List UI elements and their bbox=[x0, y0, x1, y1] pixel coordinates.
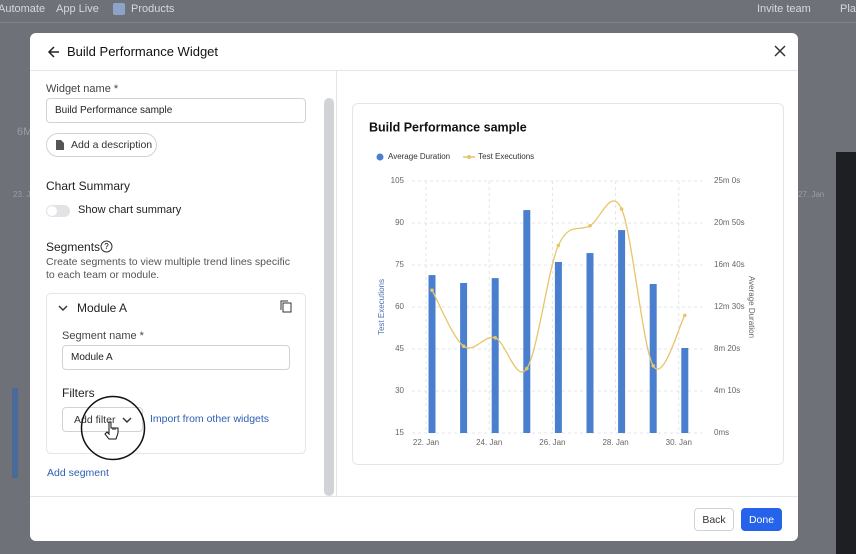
y2-tick-label: 16m 40s bbox=[714, 260, 745, 269]
back-arrow[interactable] bbox=[47, 45, 61, 59]
legend-swatch bbox=[376, 153, 384, 161]
dropdown-chevron bbox=[122, 417, 132, 423]
y-tick-label: 45 bbox=[395, 344, 404, 353]
y2-tick-label: 20m 50s bbox=[714, 218, 745, 227]
widget-name-input[interactable]: Build Performance sample bbox=[46, 98, 306, 123]
y2-tick-label: 12m 30s bbox=[714, 302, 745, 311]
doc-icon bbox=[56, 140, 64, 150]
nav-item[interactable]: App Live bbox=[56, 3, 99, 15]
done-button[interactable]: Done bbox=[741, 508, 782, 531]
y2-tick-label: 25m 0s bbox=[714, 176, 740, 185]
line-point bbox=[430, 288, 434, 292]
bar bbox=[523, 210, 531, 433]
y-tick-label: 15 bbox=[395, 428, 404, 437]
add-description-button[interactable]: Add a description bbox=[46, 133, 157, 157]
bar bbox=[618, 230, 626, 433]
line-point bbox=[588, 224, 592, 228]
add-segment-link[interactable]: Add segment bbox=[47, 467, 109, 479]
back-button[interactable]: Back bbox=[694, 508, 734, 531]
y2-tick-label: 8m 20s bbox=[714, 344, 740, 353]
divider bbox=[336, 71, 337, 497]
help-icon[interactable]: ? bbox=[100, 240, 113, 253]
y2-tick-label: 0ms bbox=[714, 428, 729, 437]
y-tick-label: 90 bbox=[395, 218, 404, 227]
bar bbox=[491, 278, 499, 433]
import-link[interactable]: Import from other widgets bbox=[150, 413, 270, 425]
nav-item[interactable]: Products bbox=[131, 3, 175, 15]
svg-text:?: ? bbox=[104, 242, 109, 251]
y2-axis-title: Average Duration bbox=[747, 276, 756, 338]
x-tick-label: 30. Jan bbox=[666, 438, 692, 447]
line-point bbox=[461, 344, 466, 348]
bg-range: 6M bbox=[17, 126, 33, 138]
section-heading: Filters bbox=[62, 386, 95, 400]
cursor-highlight bbox=[80, 395, 146, 461]
scrollbar[interactable] bbox=[324, 98, 334, 496]
bar bbox=[554, 261, 562, 433]
bg-date: 27. Jan bbox=[798, 190, 825, 199]
bg-date: 23. Jan bbox=[13, 190, 40, 199]
y-tick-label: 75 bbox=[395, 260, 404, 269]
legend-label: Test Executions bbox=[478, 152, 534, 161]
line-point bbox=[651, 364, 655, 368]
products-icon bbox=[113, 3, 125, 15]
x-tick-label: 24. Jan bbox=[476, 438, 502, 447]
segment-title: Module A bbox=[77, 301, 128, 315]
line-point bbox=[493, 336, 497, 340]
divider bbox=[30, 70, 798, 71]
bg-panel bbox=[836, 152, 856, 554]
nav-item[interactable]: Invite team bbox=[757, 3, 811, 15]
x-tick-label: 22. Jan bbox=[413, 438, 439, 447]
segments-help: Create segments to view multiple trend l… bbox=[46, 256, 290, 281]
x-tick-label: 26. Jan bbox=[539, 438, 565, 447]
field-label: Segment name * bbox=[62, 330, 144, 342]
line-point bbox=[619, 207, 624, 211]
copy-icon[interactable] bbox=[280, 300, 292, 313]
close-button[interactable] bbox=[774, 45, 786, 57]
section-heading: Chart Summary bbox=[46, 179, 131, 193]
chart-card bbox=[352, 103, 784, 465]
legend-label: Average Duration bbox=[388, 152, 450, 161]
y-axis-title: Test Executions bbox=[377, 279, 386, 335]
bar bbox=[428, 275, 436, 433]
y-tick-label: 60 bbox=[395, 302, 404, 311]
toggle[interactable] bbox=[46, 205, 70, 217]
field-label: Widget name * bbox=[46, 83, 119, 95]
section-heading: Segments bbox=[46, 240, 101, 254]
collapse-chevron[interactable] bbox=[58, 304, 68, 312]
line-point bbox=[683, 313, 687, 318]
line-point bbox=[525, 366, 529, 371]
segment-card bbox=[46, 293, 306, 454]
segment-name-input[interactable]: Module A bbox=[62, 345, 290, 370]
bg-bar bbox=[12, 388, 18, 478]
legend-swatch bbox=[467, 155, 472, 159]
line-point bbox=[556, 243, 561, 248]
nav-item[interactable]: Automate bbox=[0, 3, 46, 15]
modal: Build Performance Widget Widget name * B… bbox=[30, 33, 798, 541]
y2-tick-label: 4m 10s bbox=[714, 386, 740, 395]
chart: Build Performance sample 15 30 45 60 75 90 105… bbox=[369, 120, 756, 447]
toggle-label: Show chart summary bbox=[78, 204, 182, 216]
divider bbox=[30, 496, 798, 497]
nav-border bbox=[0, 22, 856, 23]
bar bbox=[681, 347, 689, 433]
modal-title: Build Performance Widget bbox=[67, 44, 219, 59]
bar bbox=[460, 282, 468, 433]
bar bbox=[649, 283, 657, 433]
nav-item[interactable]: Plan bbox=[840, 3, 856, 15]
chart-title: Build Performance sample bbox=[369, 120, 527, 134]
bar bbox=[586, 253, 594, 433]
x-tick-label: 28. Jan bbox=[602, 438, 628, 447]
y-tick-label: 105 bbox=[391, 176, 405, 185]
y-tick-label: 30 bbox=[395, 386, 404, 395]
